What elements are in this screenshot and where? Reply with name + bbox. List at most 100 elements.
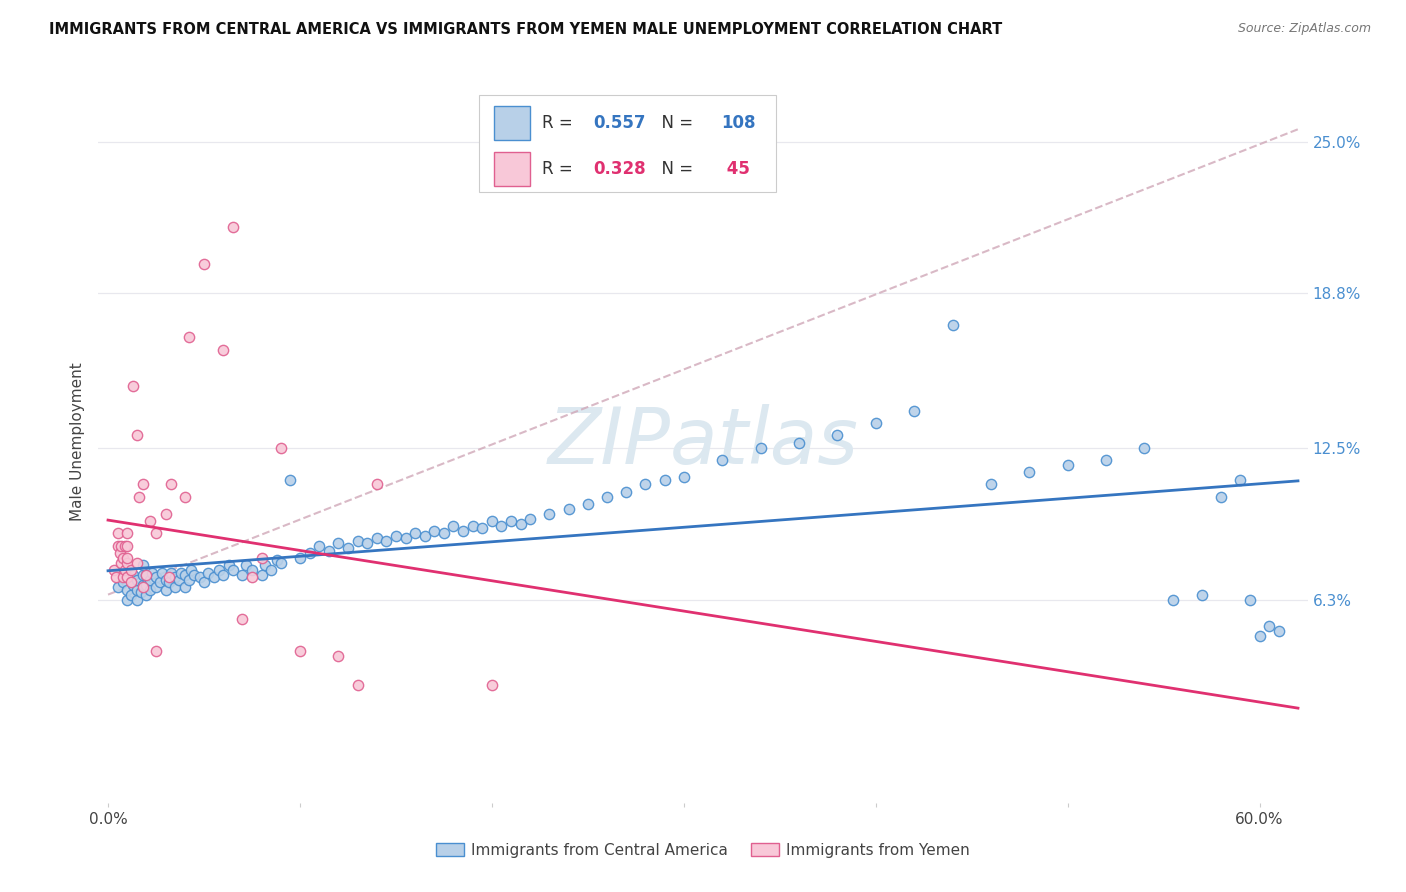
- Point: [131, 558, 153, 573]
- Point: [122, 379, 145, 393]
- Point: [115, 550, 138, 565]
- Point: [129, 585, 152, 599]
- Point: [155, 507, 177, 521]
- Point: [240, 563, 263, 577]
- Point: [941, 318, 963, 333]
- Point: [231, 612, 253, 626]
- Point: [308, 539, 330, 553]
- Text: 0.328: 0.328: [593, 160, 645, 178]
- Point: [173, 580, 195, 594]
- Point: [131, 578, 153, 592]
- Point: [404, 526, 426, 541]
- Point: [1258, 619, 1281, 633]
- Point: [212, 568, 235, 582]
- Point: [433, 526, 456, 541]
- Point: [177, 573, 200, 587]
- FancyBboxPatch shape: [494, 152, 530, 186]
- Point: [222, 220, 245, 235]
- Point: [165, 580, 187, 594]
- Point: [980, 477, 1002, 491]
- Point: [266, 553, 288, 567]
- Point: [141, 566, 163, 580]
- Point: [115, 592, 138, 607]
- Point: [413, 529, 436, 543]
- Point: [115, 526, 138, 541]
- Point: [471, 521, 494, 535]
- Point: [103, 563, 125, 577]
- Text: R =: R =: [543, 160, 578, 178]
- Point: [104, 570, 127, 584]
- Point: [336, 541, 359, 555]
- Point: [145, 526, 167, 541]
- Point: [1249, 629, 1271, 643]
- Point: [451, 524, 474, 538]
- Point: [461, 519, 484, 533]
- Text: 0.557: 0.557: [593, 114, 645, 132]
- Point: [1161, 592, 1184, 607]
- Point: [125, 428, 148, 442]
- Point: [115, 539, 138, 553]
- Point: [150, 566, 173, 580]
- Point: [375, 533, 398, 548]
- Point: [128, 490, 150, 504]
- Point: [260, 563, 283, 577]
- Point: [614, 484, 637, 499]
- Legend: Immigrants from Central America, Immigrants from Yemen: Immigrants from Central America, Immigra…: [430, 837, 976, 863]
- Point: [188, 570, 211, 584]
- Point: [280, 473, 302, 487]
- Text: N =: N =: [651, 114, 699, 132]
- Point: [139, 514, 162, 528]
- Point: [654, 473, 676, 487]
- Point: [711, 453, 734, 467]
- Point: [481, 678, 503, 692]
- Point: [346, 678, 368, 692]
- Point: [160, 477, 183, 491]
- Point: [672, 470, 695, 484]
- Text: Source: ZipAtlas.com: Source: ZipAtlas.com: [1237, 22, 1371, 36]
- Point: [254, 558, 277, 573]
- Text: N =: N =: [651, 160, 699, 178]
- Point: [288, 644, 311, 658]
- Point: [115, 582, 138, 597]
- Point: [139, 582, 162, 597]
- Point: [173, 568, 195, 582]
- Point: [110, 539, 132, 553]
- Point: [366, 477, 388, 491]
- Point: [155, 582, 177, 597]
- Point: [125, 556, 148, 570]
- Point: [122, 578, 145, 592]
- Point: [131, 580, 153, 594]
- Point: [235, 558, 257, 573]
- Point: [115, 570, 138, 584]
- Point: [298, 546, 321, 560]
- Point: [125, 582, 148, 597]
- Point: [443, 519, 465, 533]
- Point: [120, 563, 142, 577]
- Point: [491, 519, 513, 533]
- Point: [1239, 592, 1261, 607]
- Point: [1229, 473, 1251, 487]
- Point: [155, 573, 177, 587]
- Point: [108, 546, 131, 560]
- Point: [112, 570, 135, 584]
- Point: [159, 570, 181, 584]
- Point: [1268, 624, 1291, 639]
- Point: [135, 578, 157, 592]
- Point: [180, 563, 202, 577]
- Point: [318, 543, 340, 558]
- Point: [865, 416, 887, 430]
- Point: [1018, 465, 1040, 479]
- Point: [125, 573, 148, 587]
- Point: [112, 575, 135, 590]
- Text: ZIPatlas: ZIPatlas: [547, 403, 859, 480]
- Point: [827, 428, 849, 442]
- Point: [107, 580, 129, 594]
- Point: [509, 516, 531, 531]
- Point: [131, 477, 153, 491]
- Point: [1211, 490, 1233, 504]
- Point: [145, 570, 167, 584]
- Point: [749, 441, 772, 455]
- Point: [145, 644, 167, 658]
- Point: [114, 563, 136, 577]
- Point: [112, 550, 135, 565]
